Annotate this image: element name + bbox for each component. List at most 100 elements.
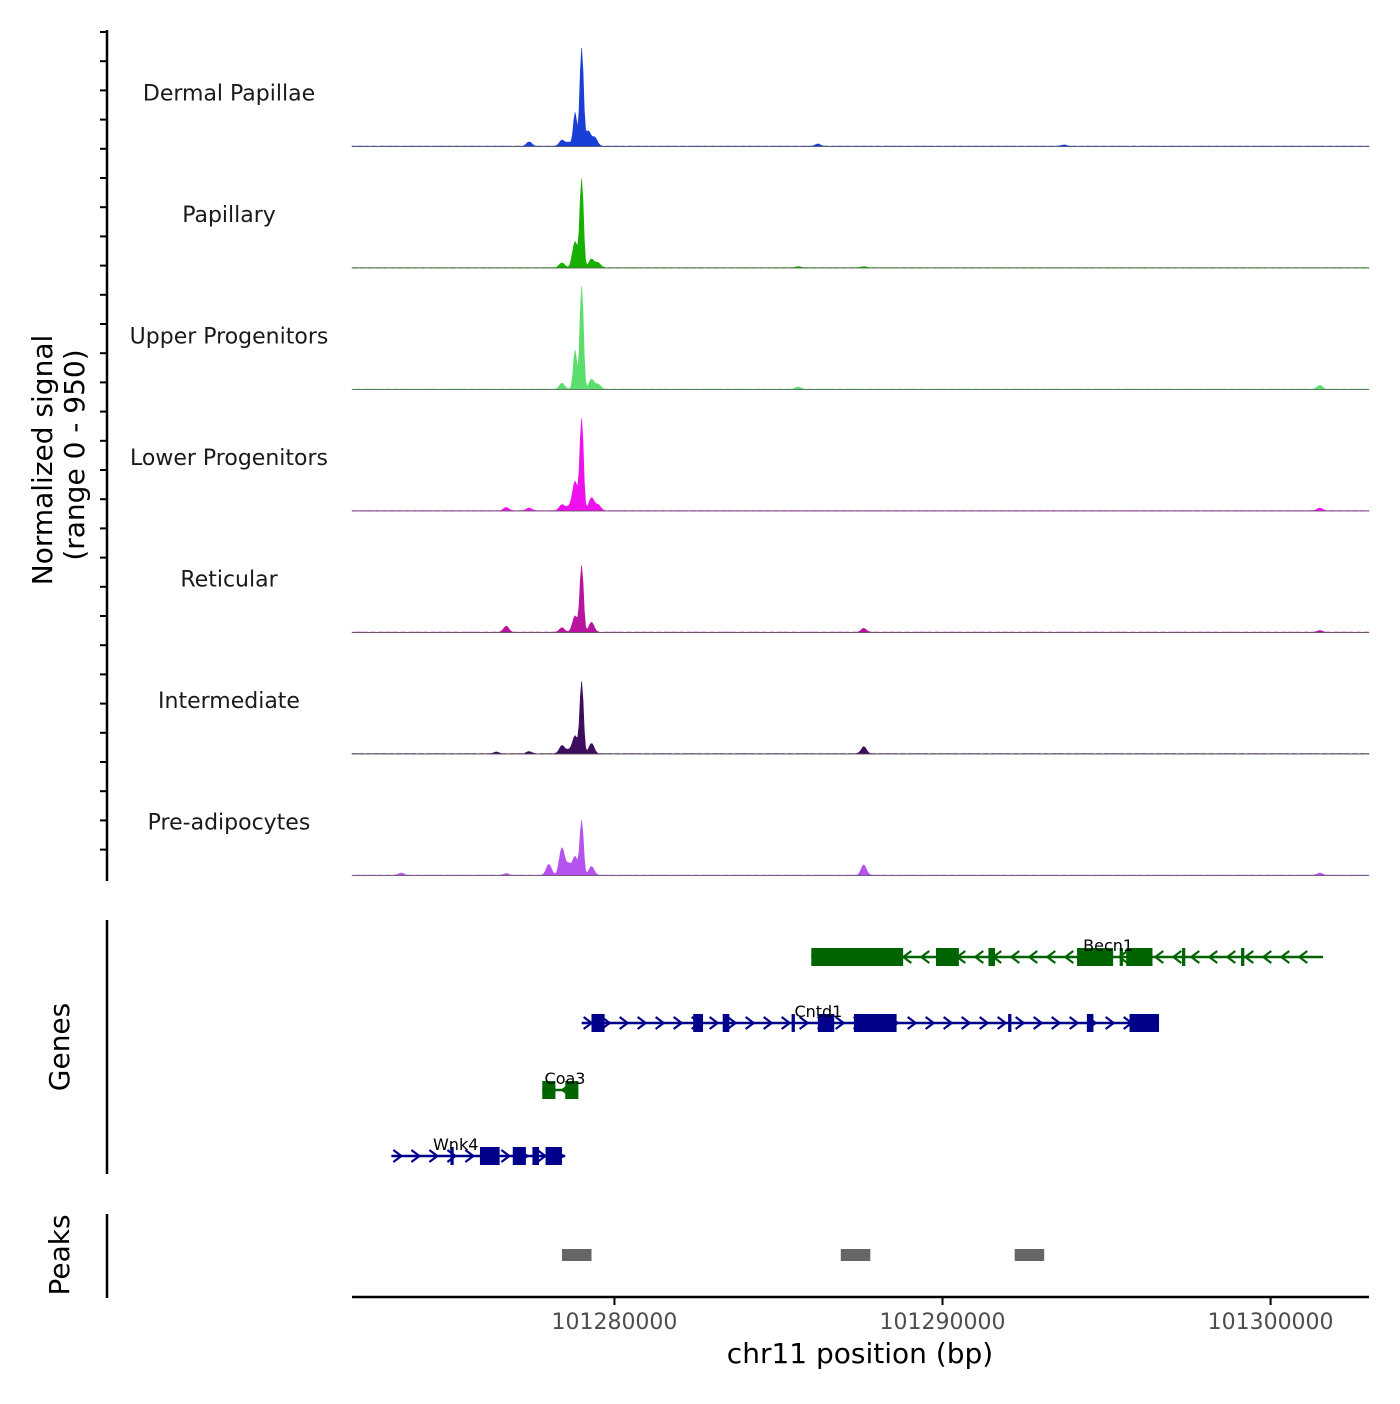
strand-arrow [1032,1016,1044,1030]
strand-arrow [1171,950,1182,964]
gene-exon [791,1014,795,1032]
gene-name-label: Becn1 [1083,936,1133,955]
genes-panel-label: Genes [43,1003,76,1091]
strand-arrow [1063,950,1074,964]
strand-arrow [780,1016,792,1030]
track-label: Papillary [182,203,276,228]
strand-arrow [924,1016,936,1030]
strand-arrow [1207,950,1218,964]
strand-arrow [1009,950,1020,964]
coverage-area [351,418,1370,512]
strand-arrow [1045,950,1056,964]
track-label: Pre-adipocytes [148,811,311,836]
strand-arrow [1104,1016,1116,1030]
x-tick-label: 101300000 [1208,1310,1334,1335]
track-label: Upper Progenitors [130,325,329,350]
coverage-area [351,565,1370,633]
strand-arrow [919,950,930,964]
peak-region [840,1249,871,1261]
strand-arrow [464,1149,476,1163]
gene-exon [988,948,996,966]
strand-arrow [996,1016,1008,1030]
gene-exon [479,1147,500,1165]
gene-exon [935,948,959,966]
strand-arrow [1117,950,1128,964]
coverage-area [351,178,1370,269]
gene-exon [542,1081,556,1099]
gene-model: Becn1 [811,936,1324,966]
coverage-area [351,820,1370,876]
y-axis-title-line1: Normalized signal [26,335,59,586]
gene-exon [1008,1014,1012,1032]
strand-arrow [960,1016,972,1030]
strand-arrow [1068,1016,1080,1030]
strand-arrow [1243,950,1254,964]
gene-exon [1077,948,1114,966]
gene-exon [565,1081,579,1099]
gene-models: Becn1 Cntd1 Coa3 Wnk4 [391,936,1324,1165]
strand-arrow [636,1016,648,1030]
gene-exon [1129,1014,1160,1032]
coverage-track: Papillary [182,178,1370,269]
strand-arrow [744,1016,756,1030]
strand-arrow [973,950,984,964]
coverage-track: Dermal Papillae [143,48,1370,147]
strand-arrow [1153,950,1164,964]
strand-arrow [428,1149,440,1163]
gene-exon [450,1147,454,1165]
strand-arrow [536,1149,548,1163]
gene-model: Wnk4 [391,1135,566,1165]
gene-exon [1182,948,1186,966]
gene-name-label: Wnk4 [433,1135,478,1154]
strand-arrow [1225,950,1236,964]
coverage-track: Upper Progenitors [130,286,1370,390]
strand-arrow [901,950,912,964]
x-axis-ticks: 101280000 101290000 101300000 [551,1297,1334,1335]
coverage-area [351,48,1370,147]
track-label: Intermediate [158,689,300,714]
coverage-area [351,286,1370,390]
strand-arrow [654,1016,666,1030]
gene-exon [1126,948,1153,966]
strand-arrow [708,1016,720,1030]
strand-arrow [762,1016,774,1030]
peak-region [1014,1249,1045,1261]
strand-arrow [942,1016,954,1030]
gene-exon [1119,948,1123,966]
gene-exon [532,1147,539,1165]
gene-exon [722,1014,730,1032]
x-tick-label: 101290000 [880,1310,1006,1335]
gene-exon [811,948,904,966]
peaks-panel-label: Peaks [43,1214,76,1295]
coverage-track: Lower Progenitors [130,418,1370,512]
peak-region [562,1249,592,1261]
strand-arrow [500,1149,512,1163]
gene-model: Cntd1 [581,1002,1160,1032]
strand-arrow [1297,950,1308,964]
gene-exon [817,1014,835,1032]
strand-arrow [672,1016,684,1030]
gene-model: Coa3 [542,1069,585,1099]
strand-arrow [1279,950,1290,964]
coverage-tracks: Dermal Papillae Papillary Upper Progenitor… [130,48,1370,876]
x-tick-label: 101280000 [551,1310,677,1335]
strand-arrow [410,1149,422,1163]
strand-arrow [446,1149,458,1163]
strand-arrow [906,1016,918,1030]
gene-exon [1241,948,1245,966]
peak-regions [562,1249,1045,1261]
gene-exon [591,1014,605,1032]
coverage-area [351,681,1370,755]
x-axis-title: chr11 position (bp) [727,1337,993,1370]
gene-exon [545,1147,562,1165]
track-label: Lower Progenitors [130,446,328,471]
coverage-track: Pre-adipocytes [148,811,1370,876]
gene-exon [512,1147,526,1165]
strand-arrow [978,1016,990,1030]
strand-arrow [1189,950,1200,964]
coverage-track: Intermediate [158,681,1370,755]
strand-arrow [1050,1016,1062,1030]
gene-name-label: Coa3 [545,1069,586,1088]
gene-exon [1086,1014,1094,1032]
